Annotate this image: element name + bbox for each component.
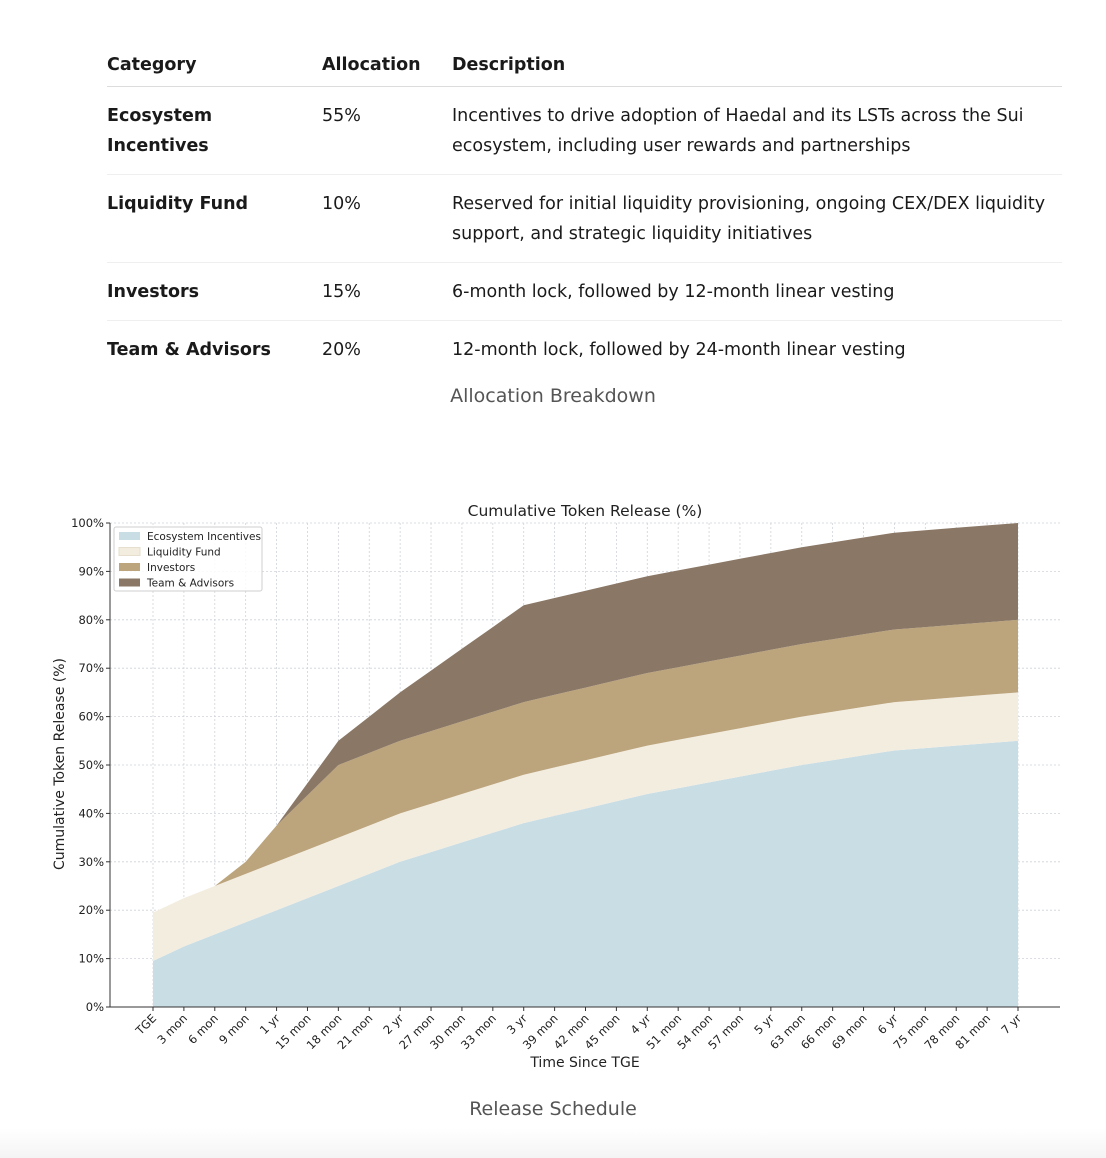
x-tick-label: 2 yr: [380, 1011, 406, 1037]
y-tick-label: 70%: [78, 661, 104, 675]
y-tick-label: 80%: [78, 613, 104, 627]
y-tick-label: 40%: [78, 806, 104, 820]
x-tick-label: 6 mon: [185, 1011, 221, 1047]
table-row: Team & Advisors 20% 12-month lock, follo…: [107, 321, 1062, 379]
legend-swatch: [119, 563, 140, 571]
y-tick-label: 0%: [86, 1000, 104, 1014]
page-bottom-fade: [0, 1128, 1106, 1158]
x-tick-label: 3 mon: [154, 1011, 190, 1047]
x-tick-label: 7 yr: [998, 1011, 1024, 1037]
legend-swatch: [119, 532, 140, 540]
legend-swatch: [118, 547, 141, 556]
x-axis-label: Time Since TGE: [529, 1055, 639, 1071]
legend-label: Liquidity Fund: [147, 547, 221, 559]
cell-category: Ecosystem Incentives: [107, 86, 322, 175]
y-tick-label: 60%: [78, 710, 104, 724]
y-tick-label: 30%: [78, 855, 104, 869]
chart-areas: [153, 523, 1018, 1007]
y-tick-label: 10%: [78, 952, 104, 966]
table-row: Liquidity Fund 10% Reserved for initial …: [107, 174, 1062, 263]
legend-swatch: [119, 578, 140, 587]
chart-title: Cumulative Token Release (%): [468, 502, 703, 520]
x-tick-label: 4 yr: [628, 1011, 654, 1037]
legend-box: [113, 526, 263, 592]
legend-label: Team & Advisors: [146, 578, 234, 590]
legend-label: Investors: [147, 562, 195, 574]
area-investors: [153, 619, 1018, 913]
area-team-advisors: [153, 523, 1018, 913]
chart-legend: Ecosystem Incentives Liquidity Fund Invest…: [113, 526, 263, 592]
y-tick-label: 20%: [78, 903, 104, 917]
header-allocation: Allocation: [322, 44, 452, 87]
x-tick-label: 9 mon: [216, 1011, 252, 1047]
area-ecosystem-incentives: [153, 740, 1018, 1007]
table-row: Investors 15% 6-month lock, followed by …: [107, 262, 1062, 321]
table-row: Ecosystem Incentives 55% Incentives to d…: [107, 86, 1062, 175]
x-tick-label: 5 yr: [751, 1011, 777, 1037]
table-header-row: Category Allocation Description: [107, 44, 1062, 87]
y-tick-label: 90%: [78, 564, 104, 578]
y-tick-label: 50%: [78, 758, 104, 772]
x-tick-label: 3 yr: [504, 1011, 530, 1037]
cell-description: 12-month lock, followed by 24-month line…: [452, 340, 906, 360]
y-tick-label: 100%: [71, 516, 104, 530]
cell-allocation: 10%: [322, 174, 452, 263]
allocation-table: Category Allocation Description Ecosyste…: [107, 44, 1062, 378]
cell-allocation: 55%: [322, 86, 452, 175]
cell-description: Reserved for initial liquidity provision…: [452, 174, 1062, 263]
area-liquidity-fund: [153, 692, 1018, 961]
x-tick-label: TGE: [132, 1011, 159, 1038]
header-category: Category: [107, 44, 322, 87]
y-axis-label: Cumulative Token Release (%): [52, 658, 68, 870]
cell-allocation: 20%: [322, 340, 361, 360]
legend-label: Ecosystem Incentives: [147, 531, 261, 543]
cell-category: Liquidity Fund: [107, 174, 322, 263]
x-tick-label: 1 yr: [257, 1011, 283, 1037]
header-description: Description: [452, 44, 1062, 87]
cell-category: Team & Advisors: [107, 340, 271, 360]
chart-caption: Release Schedule: [469, 1098, 637, 1120]
table-caption: Allocation Breakdown: [450, 385, 656, 407]
cell-description: 6-month lock, followed by 12-month linea…: [452, 262, 1062, 321]
x-tick-label: 6 yr: [875, 1011, 901, 1037]
cell-description: Incentives to drive adoption of Haedal a…: [452, 86, 1062, 175]
cell-allocation: 15%: [322, 262, 452, 321]
cell-category: Investors: [107, 262, 322, 321]
